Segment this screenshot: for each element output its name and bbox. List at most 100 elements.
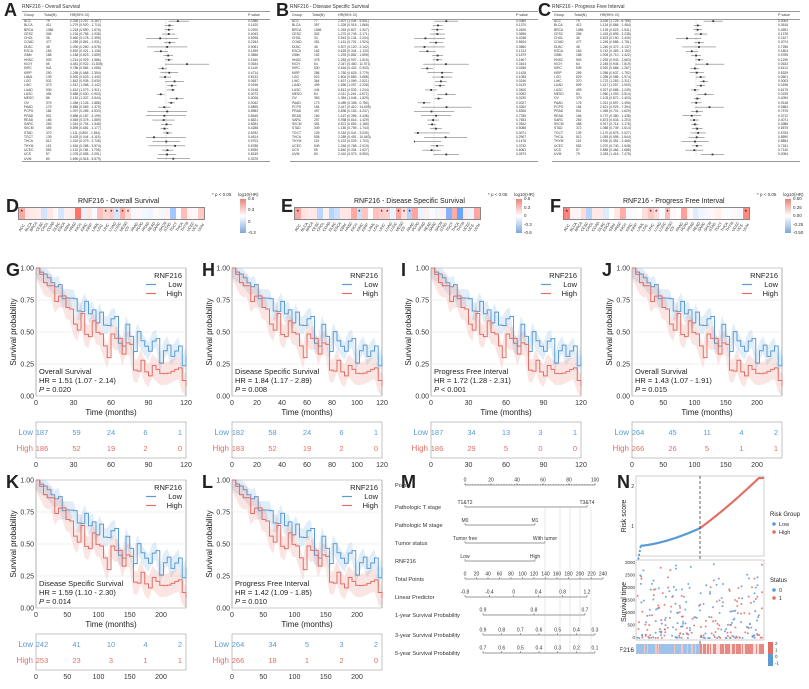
heatmap-cell: * xyxy=(356,208,363,219)
km-xlabel: Time (months) xyxy=(85,620,137,629)
km-y-tick: 0.25 xyxy=(616,362,630,369)
expression-bar-cell xyxy=(748,644,749,654)
forest-row: GBM 168 1.005 (0.710 - 1.422) 0.9789 xyxy=(552,53,800,57)
forest-cancer: SARC xyxy=(554,117,564,122)
forest-point xyxy=(441,76,444,78)
survival-point xyxy=(714,631,717,634)
heatmap-cell xyxy=(737,208,743,219)
forest-p: 0.5634 xyxy=(516,40,527,45)
survival-point xyxy=(709,591,712,594)
km-x-tick: 0 xyxy=(34,400,38,407)
forest-row: CHOL 34 0.543 (0.134 - 2.204) 0.4038 xyxy=(290,36,538,40)
heatmap-cell xyxy=(91,208,98,219)
nomogram-m-label: M0 xyxy=(462,518,469,524)
expression-bar-cell xyxy=(682,644,683,654)
expression-bar-cell xyxy=(754,644,755,654)
legend-bar xyxy=(516,199,522,233)
forest-row: ACC 77 2.407 (1.044 - 5.541) 0.0389 xyxy=(290,19,538,23)
survival-point xyxy=(738,636,741,639)
km-x-tick: 30 xyxy=(70,400,78,407)
forest-hr: 1.168 (0.823 - 1.659) xyxy=(70,53,101,58)
heatmap-cell: * xyxy=(102,208,109,219)
nomogram-3y-tick: 0.8 xyxy=(498,628,505,634)
risk-low-count: 2 xyxy=(178,640,182,649)
forest-hr: 0.813 (0.532 - 1.244) xyxy=(338,87,369,92)
heatmap-label: UVM xyxy=(742,223,751,233)
risk-x-tick: 50 xyxy=(259,674,267,681)
survival-point xyxy=(753,592,756,595)
panel-letter-l: L xyxy=(202,472,213,492)
nomogram-lp-tick: 1.2 xyxy=(584,590,591,596)
nomogram-total-tick: 140 xyxy=(541,572,550,578)
forest-row: LUAD 530 1.612 (1.073 - 1.911) 0.0148 xyxy=(22,88,270,92)
risk-x-tick: 0 xyxy=(429,462,433,469)
forest-row: LGG 532 1.842 (0.935 - 3.630) 0.0637 xyxy=(22,79,270,83)
survival-point xyxy=(637,628,640,631)
heatmap-title: RNF216 - Overall Survival xyxy=(78,198,160,205)
forest-cancer: SKCM xyxy=(554,122,564,127)
survival-point xyxy=(728,589,731,592)
forest-cancer: DLBC xyxy=(24,44,33,49)
forest-hr: 0.885 (0.464 - 1.688) xyxy=(600,147,631,152)
forest-row: CHOL 36 0.660 (0.178 - 2.395) 0.5298 xyxy=(22,36,270,40)
expression-bar-cell xyxy=(681,644,682,654)
survival-point xyxy=(680,594,683,597)
km-high-ci-band xyxy=(232,268,382,396)
forest-hr: 1.512 (1.068 - 2.142) xyxy=(70,83,101,88)
forest-cancer: READ xyxy=(554,113,564,118)
forest-point xyxy=(436,54,439,57)
forest-n: 178 xyxy=(576,100,582,105)
risk-low-count: 41 xyxy=(72,640,80,649)
expression-bar-cell xyxy=(709,644,710,654)
heatmap-cell: * xyxy=(743,208,749,219)
forest-rows: ACC 79 2.335 (1.207 - 5.167) 0.0386 BLCA 411 1… xyxy=(22,19,270,161)
forest-p: 0.3262 xyxy=(516,104,527,109)
forest-point xyxy=(445,153,448,156)
expression-bar-cell xyxy=(726,644,727,654)
km-high-ci-band xyxy=(431,268,581,396)
heatmap-cell xyxy=(631,208,637,219)
forest-cancer: STAD xyxy=(554,126,563,131)
forest-markers xyxy=(414,19,472,157)
forest-row: TGCT 139 0.425 (0.044 - 4.115) 0.4614 xyxy=(22,135,270,139)
forest-p: 0.0129 xyxy=(516,83,527,88)
nomogram-total-tick: 40 xyxy=(485,572,491,578)
forest-row: KICH 64 2.347 (0.460 - 11.971) 0.3164 xyxy=(290,62,538,66)
heatmap-cell xyxy=(311,208,318,219)
legend-title: log10(HR) xyxy=(238,192,259,197)
forest-row: DLBC 48 0.507 (0.120 - 2.142) 0.3560 xyxy=(290,45,538,49)
forest-row: LUAD 509 1.417 (1.057 - 1.900) 0.0196 xyxy=(552,83,800,87)
nomogram-3y-tick: 0.5 xyxy=(554,628,561,634)
forest-hr: 1.245 (0.886 - 1.751) xyxy=(600,40,631,45)
survival-point xyxy=(708,615,711,618)
survival-point xyxy=(740,612,743,615)
forest-header-group: Group xyxy=(554,13,564,17)
expression-legend-tick: 0 xyxy=(775,654,778,659)
heatmap-title: RNF216 - Disease Specific Survival xyxy=(354,198,465,205)
risk-low-count: 34 xyxy=(467,428,475,437)
forest-cancer: KIRP xyxy=(292,70,300,75)
expression-bar-cell xyxy=(705,644,706,654)
expression-bar-cell xyxy=(706,644,707,654)
forest-hr: 1.283 (0.907 - 1.815) xyxy=(338,57,369,62)
forest-row: COAD 451 1.161 (0.701 - 1.924) 0.5634 xyxy=(290,40,538,44)
forest-p: 0.1879 xyxy=(516,53,527,58)
survival-point xyxy=(735,636,738,639)
forest-n: 119 xyxy=(46,143,52,148)
forest-header-hr: HR(95% CI) xyxy=(338,13,358,17)
forest-n: 48 xyxy=(46,44,50,49)
expression-bar-cell xyxy=(732,644,733,654)
forest-p: 0.2200 xyxy=(248,27,259,32)
forest-cancer: LUSC xyxy=(24,92,33,97)
forest-point xyxy=(167,28,170,31)
expression-bar-cell xyxy=(758,644,759,654)
expression-bar-cell xyxy=(678,644,679,654)
heatmap-cell xyxy=(586,208,592,219)
forest-row: THCA 512 1.019 (0.379 - 2.745) 0.9703 xyxy=(22,139,270,143)
forest-n: 512 xyxy=(46,139,52,144)
expression-bar-cell xyxy=(710,644,711,654)
expression-bar-cell xyxy=(759,644,760,654)
expression-bar-cell xyxy=(657,644,658,654)
forest-point xyxy=(166,132,169,134)
forest-row: LUSC 444 0.813 (0.532 - 1.244) 0.3400 xyxy=(290,88,538,92)
